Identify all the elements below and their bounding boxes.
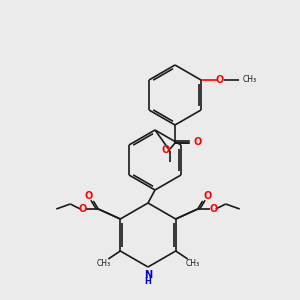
Text: O: O — [78, 204, 86, 214]
Text: O: O — [204, 191, 212, 201]
Text: CH₃: CH₃ — [243, 76, 257, 85]
Text: CH₃: CH₃ — [96, 259, 110, 268]
Text: O: O — [210, 204, 218, 214]
Text: CH₃: CH₃ — [186, 259, 200, 268]
Text: H: H — [145, 278, 152, 286]
Text: O: O — [193, 137, 201, 147]
Text: O: O — [84, 191, 92, 201]
Text: O: O — [216, 75, 224, 85]
Text: N: N — [144, 270, 152, 280]
Text: O: O — [162, 145, 170, 155]
